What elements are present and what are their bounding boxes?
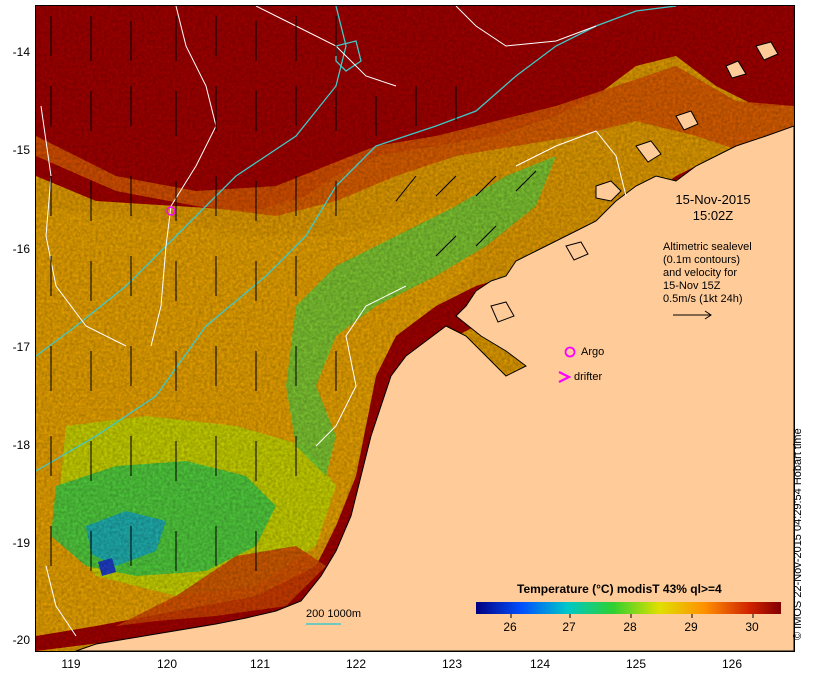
y-tick-label: -16 xyxy=(12,242,30,256)
map-timestamp: 15-Nov-2015 15:02Z xyxy=(663,192,763,224)
drifter-legend-symbol xyxy=(558,371,572,383)
colorbar-ticks xyxy=(510,614,754,618)
y-tick-label: -20 xyxy=(12,633,30,647)
colorbar xyxy=(476,602,781,614)
colorbar-title: Temperature (°C) modisT 43% ql>=4 xyxy=(517,582,722,596)
coast-islands xyxy=(490,41,779,323)
x-tick-label: 121 xyxy=(249,657,271,671)
x-tick-label: 123 xyxy=(441,657,463,671)
colorbar-tick-label: 29 xyxy=(684,620,698,634)
x-tick-label: 124 xyxy=(529,657,551,671)
argo-label: Argo xyxy=(581,346,605,358)
argo-legend-symbol xyxy=(564,346,576,358)
y-tick-label: -14 xyxy=(12,45,30,59)
x-tick-label: 126 xyxy=(721,657,743,671)
y-tick-label: -19 xyxy=(12,536,30,550)
colorbar-tick-label: 26 xyxy=(503,620,517,634)
map-plot-area xyxy=(35,5,795,652)
x-tick-label: 125 xyxy=(625,657,647,671)
x-tick-label: 120 xyxy=(156,657,178,671)
bathymetry-contour xyxy=(36,6,677,472)
map-time: 15:02Z xyxy=(692,208,734,223)
sst-map xyxy=(36,6,794,651)
x-tick-label: 122 xyxy=(345,657,367,671)
y-tick-label: -18 xyxy=(12,438,30,452)
y-tick-label: -17 xyxy=(12,340,30,354)
legend-line: 15-Nov 15Z xyxy=(663,280,721,292)
scale-label: 200 1000m xyxy=(306,608,362,620)
legend-line: 0.5m/s (1kt 24h) xyxy=(663,293,743,305)
land-mass xyxy=(75,125,794,651)
map-date: 15-Nov-2015 xyxy=(675,192,751,207)
colorbar-tick-label: 27 xyxy=(562,620,576,634)
drifter-label: drifter xyxy=(574,371,603,383)
legend-line: and velocity for xyxy=(663,267,737,279)
velocity-scale-arrow xyxy=(673,310,712,320)
velocity-vectors xyxy=(50,16,537,571)
colorbar-tick-label: 30 xyxy=(745,620,759,634)
x-tick-label: 119 xyxy=(61,657,81,671)
credit-text: © IMOS 22-Nov-2015 04:29:54 Hobart time xyxy=(792,428,804,640)
legend-line: (0.1m contours) xyxy=(663,254,741,266)
altimetry-legend: Altimetric sealevel (0.1m contours) and … xyxy=(663,241,752,306)
colorbar-tick-label: 28 xyxy=(623,620,637,634)
argo-float-marker xyxy=(166,206,176,216)
legend-line: Altimetric sealevel xyxy=(663,241,752,253)
y-tick-label: -15 xyxy=(12,143,30,157)
bathymetry-contour-loop xyxy=(335,40,362,72)
